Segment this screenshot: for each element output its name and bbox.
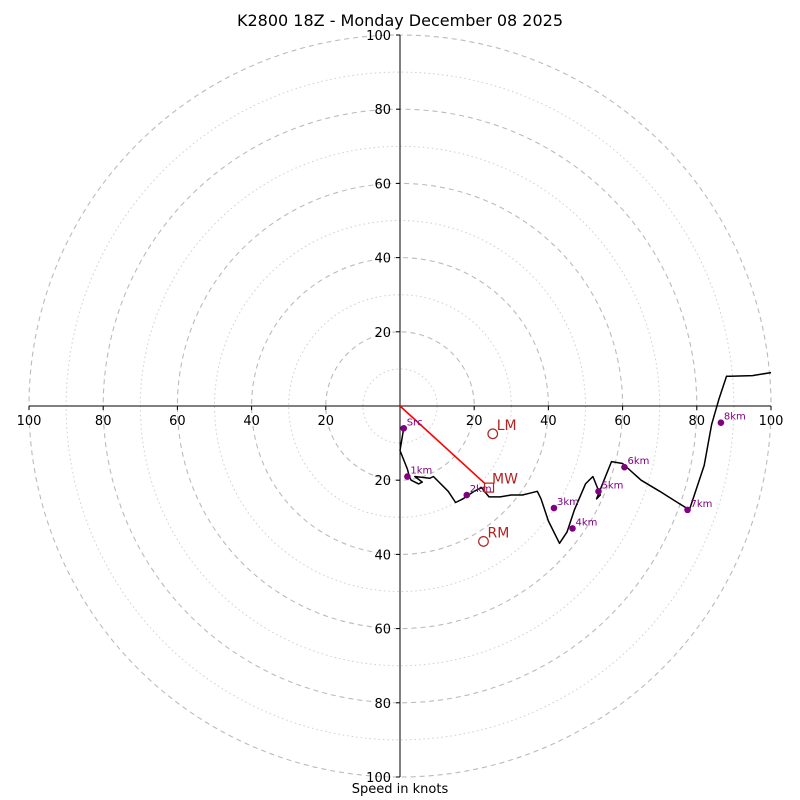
- storm-motion-marker-MW: [483, 482, 495, 493]
- x-tick-label: 100: [17, 414, 42, 429]
- height-label-8km: 8km: [724, 412, 746, 423]
- y-tick-label: 40: [374, 548, 391, 563]
- x-tick-label: 80: [95, 414, 112, 429]
- storm-motion-marker-RM: [478, 536, 489, 547]
- height-label-7km: 7km: [691, 499, 713, 510]
- storm-motion-marker-LM: [487, 428, 499, 440]
- height-marker-4km: [569, 525, 576, 532]
- height-marker-6km: [621, 463, 628, 471]
- height-marker-5km: [595, 488, 602, 495]
- storm-motion-label-MW: MW: [492, 472, 518, 488]
- y-tick-label: 100: [366, 29, 391, 44]
- y-tick-label: 60: [374, 623, 391, 638]
- height-marker-7km: [684, 506, 691, 514]
- y-tick-label: 80: [374, 697, 391, 712]
- x-tick-label: 20: [318, 414, 335, 429]
- height-label-2km: 2km: [470, 484, 492, 495]
- height-label-5km: 5km: [601, 480, 623, 491]
- y-tick-label: 80: [374, 103, 391, 118]
- storm-motion-layer: LM MW RM: [478, 418, 518, 547]
- x-tick-label: 80: [689, 414, 706, 429]
- shear-vector: [399, 405, 486, 485]
- y-tick-label: 60: [374, 177, 391, 192]
- chart-title: K2800 18Z - Monday December 08 2025: [236, 11, 564, 30]
- y-tick-label: 20: [374, 326, 391, 341]
- storm-motion-label-LM: LM: [497, 418, 517, 434]
- x-tick-label: 60: [614, 414, 631, 429]
- x-tick-label: 100: [759, 414, 784, 429]
- height-label-1km: 1km: [410, 465, 432, 476]
- height-marker-2km: [463, 491, 471, 499]
- tick-labels: 100 80 60 40 20 20 40 60 80 100 100 80 60 40 20 20 40 60 8…: [17, 29, 784, 786]
- height-marker-8km: [717, 419, 725, 426]
- shear-vector-layer: [399, 405, 486, 485]
- x-tick-label: 60: [169, 414, 186, 429]
- y-tick-label: 40: [374, 252, 391, 267]
- height-label-4km: 4km: [576, 517, 598, 528]
- x-tick-label: 40: [243, 414, 260, 429]
- y-tick-label: 100: [366, 771, 391, 786]
- x-axis-label: Speed in knots: [351, 782, 449, 797]
- height-markers: Src 1km 2km 3km 4km 5km 6km 7km 8km: [400, 412, 746, 532]
- height-label-6km: 6km: [627, 456, 649, 467]
- height-marker-3km: [550, 504, 558, 512]
- height-marker-1km: [404, 473, 411, 480]
- storm-motion-label-RM: RM: [487, 525, 509, 541]
- height-label-Src: Src: [407, 417, 423, 428]
- y-tick-label: 20: [374, 474, 391, 489]
- height-label-3km: 3km: [557, 497, 579, 508]
- x-tick-label: 40: [540, 414, 557, 429]
- x-tick-label: 20: [466, 414, 483, 429]
- height-marker-Src: [400, 424, 408, 432]
